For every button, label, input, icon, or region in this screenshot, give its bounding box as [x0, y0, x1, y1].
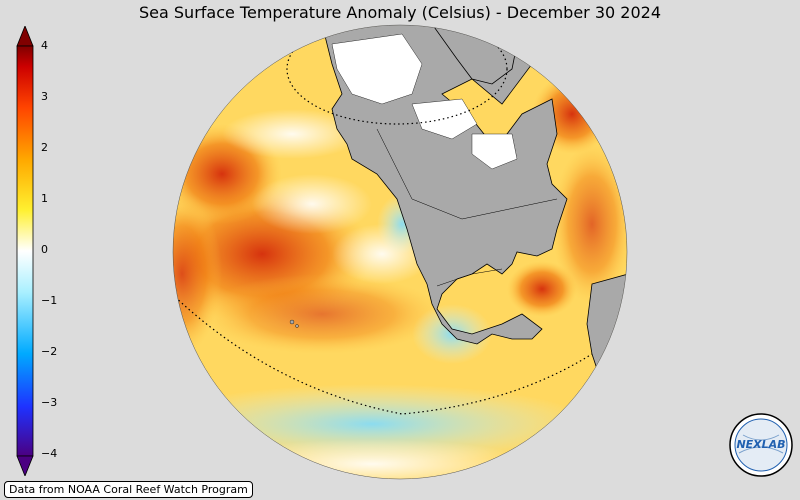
- colorbar-tick-label: −1: [41, 294, 58, 307]
- ice-region: [471, 133, 518, 170]
- colorbar-tick-label: 2: [41, 141, 48, 154]
- colorbar: [16, 26, 34, 476]
- ice-region: [411, 98, 478, 140]
- neutral-anomaly-region: [222, 109, 362, 159]
- ice-region: [331, 33, 423, 105]
- logo-text: NEXLAB: [736, 438, 785, 451]
- island: [295, 324, 299, 328]
- country-border: [436, 268, 503, 287]
- colorbar-tick-label: −2: [41, 345, 58, 358]
- island: [289, 319, 295, 325]
- neutral-anomaly-region: [252, 174, 372, 234]
- land-south-america: [586, 273, 627, 405]
- colorbar-tick-label: −4: [41, 447, 58, 460]
- warm-anomaly-region: [173, 194, 222, 354]
- warm-anomaly-region: [202, 274, 442, 354]
- colorbar-tick-label: 4: [41, 39, 48, 52]
- land-north-america: [321, 25, 568, 345]
- warm-anomaly-region: [507, 261, 577, 317]
- colorbar-tick-label: 3: [41, 90, 48, 103]
- map-title: Sea Surface Temperature Anomaly (Celsius…: [139, 3, 661, 22]
- data-credit-label: Data from NOAA Coral Reef Watch Program: [4, 481, 253, 498]
- colorbar-tick-label: 1: [41, 192, 48, 205]
- globe-map: [172, 24, 628, 480]
- colorbar-tick-label: −3: [41, 396, 58, 409]
- country-border: [376, 128, 558, 220]
- nexlab-logo: NEXLAB: [729, 413, 793, 477]
- warm-anomaly-region: [552, 144, 627, 304]
- colorbar-tick-label: 0: [41, 243, 48, 256]
- arctic-circle: [286, 25, 508, 125]
